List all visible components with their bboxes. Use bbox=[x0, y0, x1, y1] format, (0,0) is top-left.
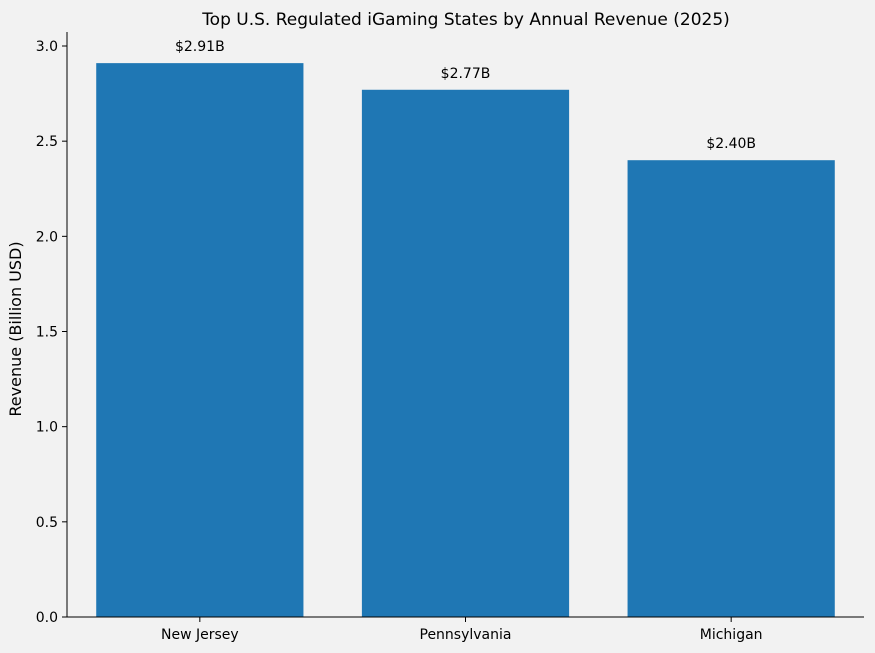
data-label: $2.91B bbox=[175, 39, 225, 55]
x-tick-label: New Jersey bbox=[161, 627, 239, 643]
y-tick-label: 0.0 bbox=[36, 610, 58, 626]
x-tick-label: Michigan bbox=[700, 627, 763, 643]
data-label: $2.77B bbox=[441, 66, 491, 82]
y-axis-label: Revenue (Billion USD) bbox=[6, 241, 25, 416]
y-tick-label: 1.0 bbox=[36, 420, 58, 436]
y-tick-label: 1.5 bbox=[36, 325, 58, 341]
y-tick-label: 2.0 bbox=[36, 229, 58, 245]
bar bbox=[627, 160, 835, 617]
chart-title: Top U.S. Regulated iGaming States by Ann… bbox=[201, 10, 730, 30]
plot-area: $2.91B New Jersey $2.77B Pennsylvania $2.40B… bbox=[36, 32, 864, 643]
x-tick-label: Pennsylvania bbox=[420, 627, 512, 643]
bar bbox=[96, 63, 304, 617]
y-tick-label: 3.0 bbox=[36, 39, 58, 55]
y-tick-label: 2.5 bbox=[36, 134, 58, 150]
bar bbox=[361, 89, 570, 617]
y-tick-label: 0.5 bbox=[36, 515, 58, 531]
data-label: $2.40B bbox=[706, 136, 756, 152]
